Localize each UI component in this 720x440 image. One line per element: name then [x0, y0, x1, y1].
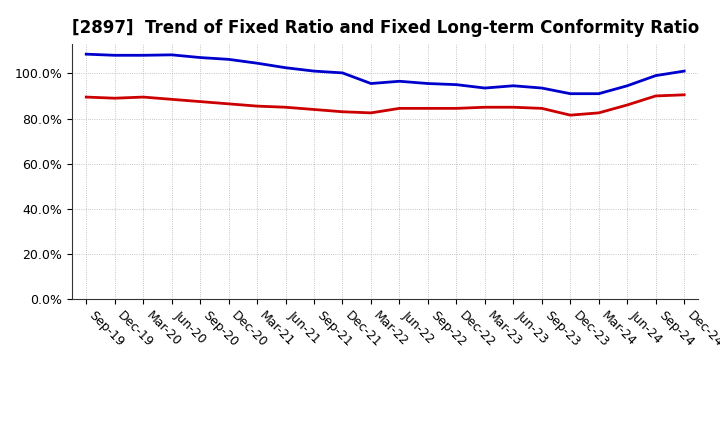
Line: Fixed Long-term Conformity Ratio: Fixed Long-term Conformity Ratio: [86, 95, 684, 115]
Fixed Long-term Conformity Ratio: [652, 93, 660, 99]
Fixed Ratio: [652, 73, 660, 78]
Fixed Ratio: [139, 53, 148, 58]
Fixed Long-term Conformity Ratio: [110, 95, 119, 101]
Fixed Long-term Conformity Ratio: [139, 95, 148, 100]
Fixed Ratio: [509, 83, 518, 88]
Fixed Long-term Conformity Ratio: [167, 97, 176, 102]
Title: [2897]  Trend of Fixed Ratio and Fixed Long-term Conformity Ratio: [2897] Trend of Fixed Ratio and Fixed Lo…: [71, 19, 699, 37]
Fixed Ratio: [537, 85, 546, 91]
Fixed Ratio: [366, 81, 375, 86]
Fixed Long-term Conformity Ratio: [395, 106, 404, 111]
Fixed Ratio: [225, 57, 233, 62]
Fixed Long-term Conformity Ratio: [196, 99, 204, 104]
Fixed Ratio: [680, 69, 688, 74]
Fixed Ratio: [452, 82, 461, 87]
Fixed Ratio: [566, 91, 575, 96]
Fixed Ratio: [167, 52, 176, 58]
Fixed Long-term Conformity Ratio: [480, 105, 489, 110]
Fixed Ratio: [253, 61, 261, 66]
Fixed Long-term Conformity Ratio: [282, 105, 290, 110]
Fixed Long-term Conformity Ratio: [366, 110, 375, 116]
Fixed Long-term Conformity Ratio: [595, 110, 603, 116]
Fixed Long-term Conformity Ratio: [82, 95, 91, 100]
Fixed Long-term Conformity Ratio: [566, 113, 575, 118]
Fixed Long-term Conformity Ratio: [225, 101, 233, 106]
Fixed Ratio: [338, 70, 347, 76]
Fixed Long-term Conformity Ratio: [509, 105, 518, 110]
Fixed Ratio: [82, 51, 91, 57]
Fixed Ratio: [395, 79, 404, 84]
Fixed Long-term Conformity Ratio: [253, 103, 261, 109]
Fixed Ratio: [423, 81, 432, 86]
Fixed Ratio: [196, 55, 204, 60]
Fixed Long-term Conformity Ratio: [452, 106, 461, 111]
Fixed Ratio: [310, 69, 318, 74]
Line: Fixed Ratio: Fixed Ratio: [86, 54, 684, 94]
Fixed Long-term Conformity Ratio: [623, 103, 631, 108]
Fixed Long-term Conformity Ratio: [338, 109, 347, 114]
Fixed Long-term Conformity Ratio: [310, 107, 318, 112]
Fixed Ratio: [110, 53, 119, 58]
Fixed Long-term Conformity Ratio: [537, 106, 546, 111]
Fixed Long-term Conformity Ratio: [423, 106, 432, 111]
Legend: Fixed Ratio, Fixed Long-term Conformity Ratio: Fixed Ratio, Fixed Long-term Conformity …: [168, 439, 602, 440]
Fixed Ratio: [595, 91, 603, 96]
Fixed Ratio: [623, 83, 631, 88]
Fixed Ratio: [480, 85, 489, 91]
Fixed Long-term Conformity Ratio: [680, 92, 688, 97]
Fixed Ratio: [282, 65, 290, 70]
